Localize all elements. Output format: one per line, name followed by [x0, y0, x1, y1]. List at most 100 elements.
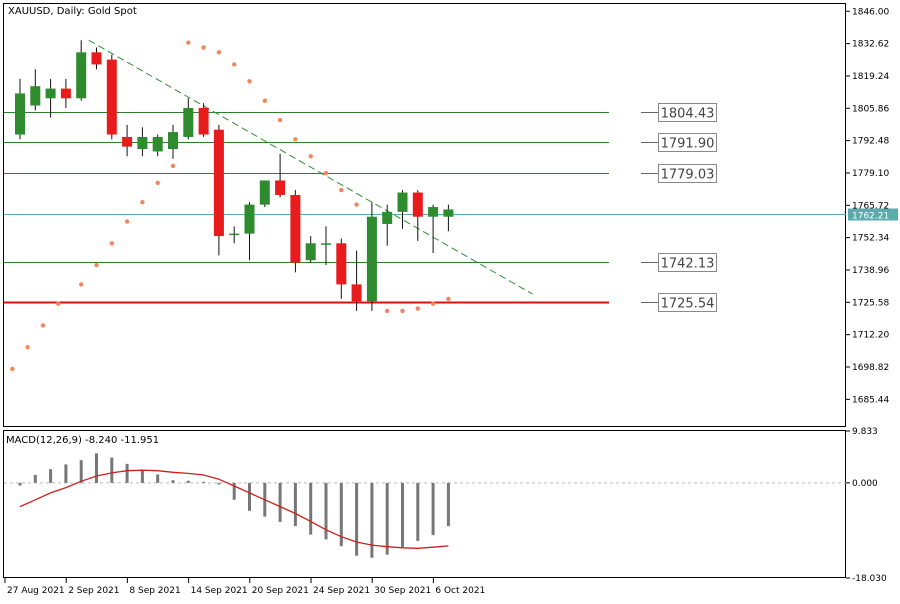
sar-point-24 [385, 308, 390, 314]
sar-point-3 [56, 301, 61, 306]
sar-point-25 [400, 308, 405, 314]
sar-point-0 [10, 366, 15, 372]
candle-body-11 [183, 107, 194, 137]
macd-bar-11 [186, 480, 190, 483]
date-tick-label-6: 30 Sep 2021 [374, 586, 431, 596]
date-tick-label-4: 20 Sep 2021 [252, 586, 309, 596]
date-tick-label-2: 8 Sep 2021 [129, 586, 180, 596]
price-tick-label-7: 1752.34 [852, 234, 889, 244]
level-label-box-1 [658, 133, 717, 152]
candle-body-16 [259, 180, 270, 205]
sar-point-14 [232, 62, 237, 67]
level-label-3: 1742.13 [661, 257, 715, 272]
candle-body-7 [122, 136, 133, 147]
sar-point-20 [323, 171, 329, 176]
macd-bar-10 [171, 480, 175, 483]
macd-bar-4 [79, 460, 83, 483]
macd-bar-18 [293, 482, 297, 527]
date-tick-label-5: 24 Sep 2021 [313, 586, 370, 596]
price-tick-label-2: 1819.24 [852, 72, 889, 82]
level-label-box-4 [658, 293, 717, 312]
candle-body-10 [168, 132, 178, 150]
date-tick-label-1: 2 Sep 2021 [68, 586, 119, 596]
sar-point-22 [354, 202, 359, 207]
macd-bar-15 [248, 482, 251, 511]
macd-bar-1 [33, 474, 37, 483]
sar-point-10 [170, 163, 176, 169]
candle-body-5 [91, 52, 102, 65]
macd-bar-3 [64, 464, 68, 483]
price-tick-label-1: 1832.62 [852, 40, 889, 50]
price-tick-label-5: 1779.10 [852, 169, 889, 179]
macd-bar-8 [140, 470, 144, 483]
current-price-tag [848, 208, 898, 221]
candle-body-19 [305, 243, 316, 261]
price-tick-label-10: 1712.20 [852, 331, 889, 341]
macd-pane-frame [3, 430, 846, 578]
sar-point-4 [79, 282, 84, 287]
candle-body-27 [428, 207, 439, 217]
sar-point-17 [277, 117, 283, 123]
macd-bar-28 [446, 482, 450, 527]
macd-bar-24 [385, 482, 389, 555]
sar-point-15 [247, 79, 252, 84]
sar-point-28 [446, 296, 451, 302]
axes-layer: 1846.00 1832.62 1819.24 1805.86 1792.48 1779.… [4, 7, 889, 596]
macd-bar-23 [370, 482, 374, 558]
candle-body-9 [152, 136, 163, 152]
trendline [88, 39, 533, 295]
candle-body-23 [366, 216, 377, 302]
sar-point-11 [186, 40, 191, 45]
parabolic-sar-layer [10, 40, 451, 372]
macd-signal-line [19, 469, 449, 549]
sar-point-16 [262, 98, 267, 103]
candle-body-2 [45, 88, 56, 99]
candle-body-14 [229, 233, 240, 236]
price-tick-label-6: 1765.72 [852, 201, 889, 211]
candle-body-18 [290, 194, 301, 263]
macd-bar-6 [110, 457, 114, 483]
candle-body-25 [397, 192, 408, 212]
candle-body-8 [137, 136, 148, 150]
candles-layer [15, 40, 454, 311]
level-label-0: 1804.43 [661, 107, 715, 122]
level-label-box-0 [658, 103, 717, 122]
macd-bar-13 [217, 482, 221, 485]
date-tick-label-7: 6 Oct 2021 [435, 586, 485, 596]
macd-bar-7 [125, 463, 129, 483]
trendline-layer [88, 39, 533, 295]
macd-tick-label-1: 0.000 [852, 479, 878, 489]
chart-title: XAUUSD, Daily: Gold Spot [8, 6, 137, 17]
price-tick-label-0: 1846.00 [852, 7, 889, 17]
candle-body-6 [106, 59, 117, 135]
level-label-4: 1725.54 [661, 297, 715, 312]
macd-bar-12 [202, 481, 206, 483]
sar-point-12 [201, 45, 206, 50]
price-tick-label-12: 1685.44 [852, 395, 889, 405]
macd-bar-20 [324, 482, 328, 540]
sar-point-6 [109, 241, 115, 246]
macd-bar-0 [18, 482, 22, 486]
sar-point-1 [25, 345, 30, 350]
macd-tick-label-2: -18.030 [852, 574, 887, 584]
macd-bar-14 [232, 482, 236, 500]
current-price-label: 1762.21 [852, 212, 889, 222]
price-tick-label-3: 1805.86 [852, 104, 889, 114]
macd-bar-21 [339, 482, 343, 547]
macd-tick-label-0: 9.833 [852, 427, 878, 437]
sar-point-13 [216, 50, 222, 55]
price-tick-label-8: 1738.96 [852, 266, 889, 276]
candle-body-3 [60, 88, 71, 99]
macd-bar-9 [156, 474, 160, 483]
sar-point-27 [430, 301, 436, 306]
macd-bar-26 [416, 482, 420, 541]
candle-body-15 [244, 204, 255, 234]
sar-point-21 [339, 187, 344, 193]
macd-bar-2 [49, 469, 53, 483]
level-label-box-3 [658, 253, 717, 272]
sar-point-8 [140, 200, 145, 205]
candle-body-12 [198, 107, 209, 135]
price-tick-label-11: 1698.82 [852, 363, 889, 373]
candle-body-22 [351, 284, 362, 302]
